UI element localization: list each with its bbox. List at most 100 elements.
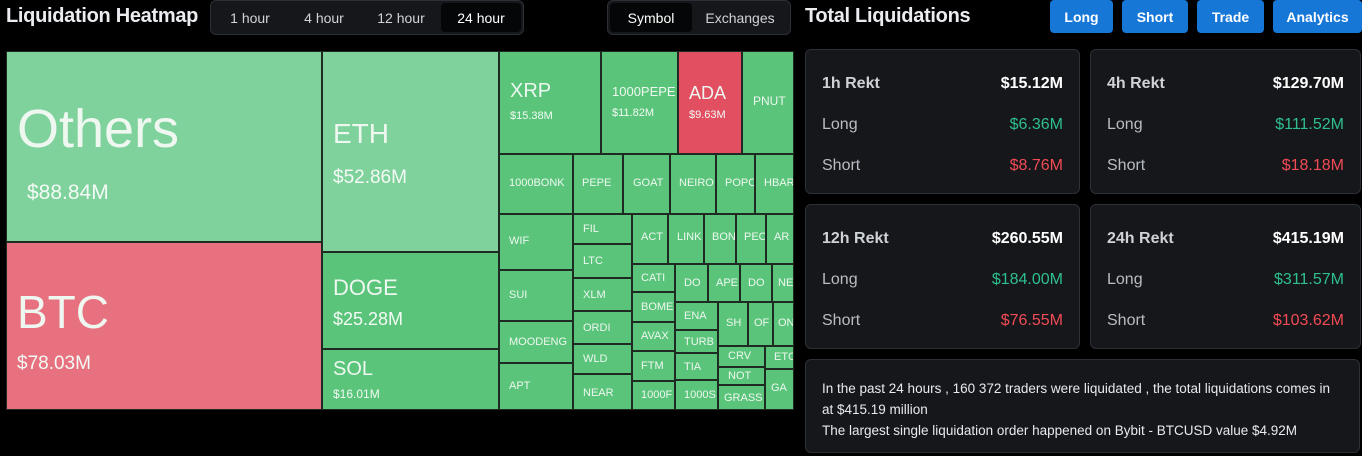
heatmap-tile[interactable]: SH xyxy=(718,302,748,346)
long-button[interactable]: Long xyxy=(1050,0,1113,33)
tile-symbol: GOAT xyxy=(633,177,664,189)
heatmap-tile[interactable]: NEAR xyxy=(573,374,632,410)
heatmap-tile[interactable]: LINK xyxy=(668,214,704,264)
heatmap-tile[interactable]: OF xyxy=(748,302,773,346)
heatmap-tile[interactable]: Others $88.84M xyxy=(6,51,322,242)
tile-symbol: BOME xyxy=(641,301,674,313)
long-label: Long xyxy=(1107,271,1143,288)
heatmap-tile[interactable]: HBAR xyxy=(755,154,794,214)
short-label: Short xyxy=(822,312,861,329)
analytics-button[interactable]: Analytics xyxy=(1273,0,1362,33)
tile-symbol: MOODENG xyxy=(509,336,568,348)
short-value: $103.62M xyxy=(1272,312,1344,329)
card-label: 1h Rekt xyxy=(822,75,880,92)
heatmap-tile[interactable]: WLD xyxy=(573,344,632,374)
liquidation-summary: In the past 24 hours , 160 372 traders w… xyxy=(805,359,1360,453)
rekt-card-4h: 4h Rekt $129.70M Long $111.52M Short $18.18… xyxy=(1090,49,1361,194)
tile-symbol: NEIRO xyxy=(679,177,714,189)
heatmap-tile[interactable]: APE xyxy=(708,264,740,302)
heatmap-tile[interactable]: ADA $9.63M xyxy=(678,51,742,154)
timeframe-4h[interactable]: 4 hour xyxy=(304,9,344,26)
heatmap-tile[interactable]: CRV xyxy=(718,346,765,367)
tile-symbol: ORDI xyxy=(583,322,611,334)
heatmap-tile[interactable]: GRASS xyxy=(718,385,765,410)
summary-line-1: In the past 24 hours , 160 372 traders w… xyxy=(822,381,1331,417)
tile-symbol: AVAX xyxy=(641,330,669,342)
tile-symbol: PEPE xyxy=(582,177,612,189)
timeframe-1h[interactable]: 1 hour xyxy=(230,9,270,26)
short-button[interactable]: Short xyxy=(1122,0,1188,33)
heatmap-tile[interactable]: BON xyxy=(704,214,736,264)
tile-value: $11.82M xyxy=(612,107,654,119)
tile-symbol: DO xyxy=(684,277,701,289)
tile-symbol: SOL xyxy=(333,358,374,380)
heatmap-tile[interactable]: BOME xyxy=(632,292,675,322)
heatmap-tile[interactable]: NEIRO xyxy=(670,154,716,214)
heatmap-tile[interactable]: SOL $16.01M xyxy=(322,349,499,410)
heatmap-tile[interactable]: XRP $15.38M xyxy=(499,51,601,154)
heatmap-tile[interactable]: CATI xyxy=(632,264,675,292)
heatmap-tile[interactable]: 1000BONK xyxy=(499,154,573,214)
tile-symbol: PNUT xyxy=(753,94,786,108)
short-value: $76.55M xyxy=(1000,312,1063,329)
heatmap-tile[interactable]: NOT xyxy=(718,367,765,385)
timeframe-24h[interactable]: 24 hour xyxy=(441,3,521,32)
liquidation-heatmap: Others $88.84M BTC $78.03M ETH $52.86M DOGE $25… xyxy=(6,51,794,410)
tile-symbol: WLD xyxy=(583,353,608,365)
heatmap-tile[interactable]: AR xyxy=(766,214,794,264)
heatmap-tile[interactable]: XLM xyxy=(573,278,632,311)
heatmap-tile[interactable]: GOAT xyxy=(623,154,670,214)
heatmap-tile[interactable]: APT xyxy=(499,363,573,410)
heatmap-tile[interactable]: FTM xyxy=(632,351,675,381)
heatmap-tile[interactable]: 1000PEPE $11.82M xyxy=(601,51,678,154)
heatmap-tile[interactable]: PNUT xyxy=(742,51,794,154)
heatmap-tile[interactable]: LTC xyxy=(573,244,632,278)
tile-value: $9.63M xyxy=(689,109,726,121)
long-value: $311.57M xyxy=(1274,271,1344,288)
tile-symbol: DO xyxy=(748,277,765,289)
trade-button[interactable]: Trade xyxy=(1197,0,1264,33)
heatmap-tile[interactable]: NE xyxy=(772,264,794,302)
mode-exchanges[interactable]: Exchanges xyxy=(705,9,775,26)
short-value: $18.18M xyxy=(1281,157,1344,174)
timeframe-12h[interactable]: 12 hour xyxy=(377,9,425,26)
long-value: $111.52M xyxy=(1275,116,1344,133)
heatmap-tile[interactable]: TURB xyxy=(675,330,718,353)
heatmap-tile[interactable]: 1000S xyxy=(675,380,718,410)
tile-value: $78.03M xyxy=(17,353,91,374)
mode-symbol[interactable]: Symbol xyxy=(610,3,692,32)
tile-symbol: ENA xyxy=(684,310,707,322)
heatmap-tile[interactable]: AVAX xyxy=(632,322,675,351)
tile-symbol: APT xyxy=(509,380,531,392)
card-total: $129.70M xyxy=(1272,75,1344,92)
heatmap-tile[interactable]: ETH $52.86M xyxy=(322,51,499,252)
heatmap-tile[interactable]: GA xyxy=(765,369,794,410)
heatmap-tile[interactable]: MOODENG xyxy=(499,321,573,363)
heatmap-tile[interactable]: ON xyxy=(773,302,794,346)
heatmap-tile[interactable]: ENA xyxy=(675,302,718,330)
heatmap-tile[interactable]: ACT xyxy=(632,214,668,264)
heatmap-tile[interactable]: POPC xyxy=(716,154,755,214)
heatmap-tile[interactable]: DOGE $25.28M xyxy=(322,252,499,349)
heatmap-tile[interactable]: DO xyxy=(740,264,772,302)
tile-symbol: OF xyxy=(754,317,770,329)
heatmap-tile[interactable]: PEO xyxy=(736,214,766,264)
heatmap-tile[interactable]: ORDI xyxy=(573,311,632,344)
tile-value: $88.84M xyxy=(27,181,109,204)
long-value: $6.36M xyxy=(1009,116,1063,133)
heatmap-tile[interactable]: WIF xyxy=(499,214,573,270)
heatmap-tile[interactable]: SUI xyxy=(499,270,573,321)
tile-symbol: LINK xyxy=(677,231,702,243)
tile-value: $52.86M xyxy=(333,167,407,188)
tile-symbol: NOT xyxy=(728,370,752,382)
tile-symbol: NE xyxy=(778,277,794,289)
heatmap-tile[interactable]: FIL xyxy=(573,214,632,244)
heatmap-tile[interactable]: DO xyxy=(675,264,708,302)
tile-symbol: 1000S xyxy=(684,389,716,401)
heatmap-tile[interactable]: ETC xyxy=(765,346,794,369)
tile-symbol: ETH xyxy=(333,118,389,149)
heatmap-tile[interactable]: BTC $78.03M xyxy=(6,242,322,410)
heatmap-tile[interactable]: PEPE xyxy=(573,154,623,214)
heatmap-tile[interactable]: TIA xyxy=(675,353,718,380)
heatmap-tile[interactable]: 1000F xyxy=(632,381,675,410)
